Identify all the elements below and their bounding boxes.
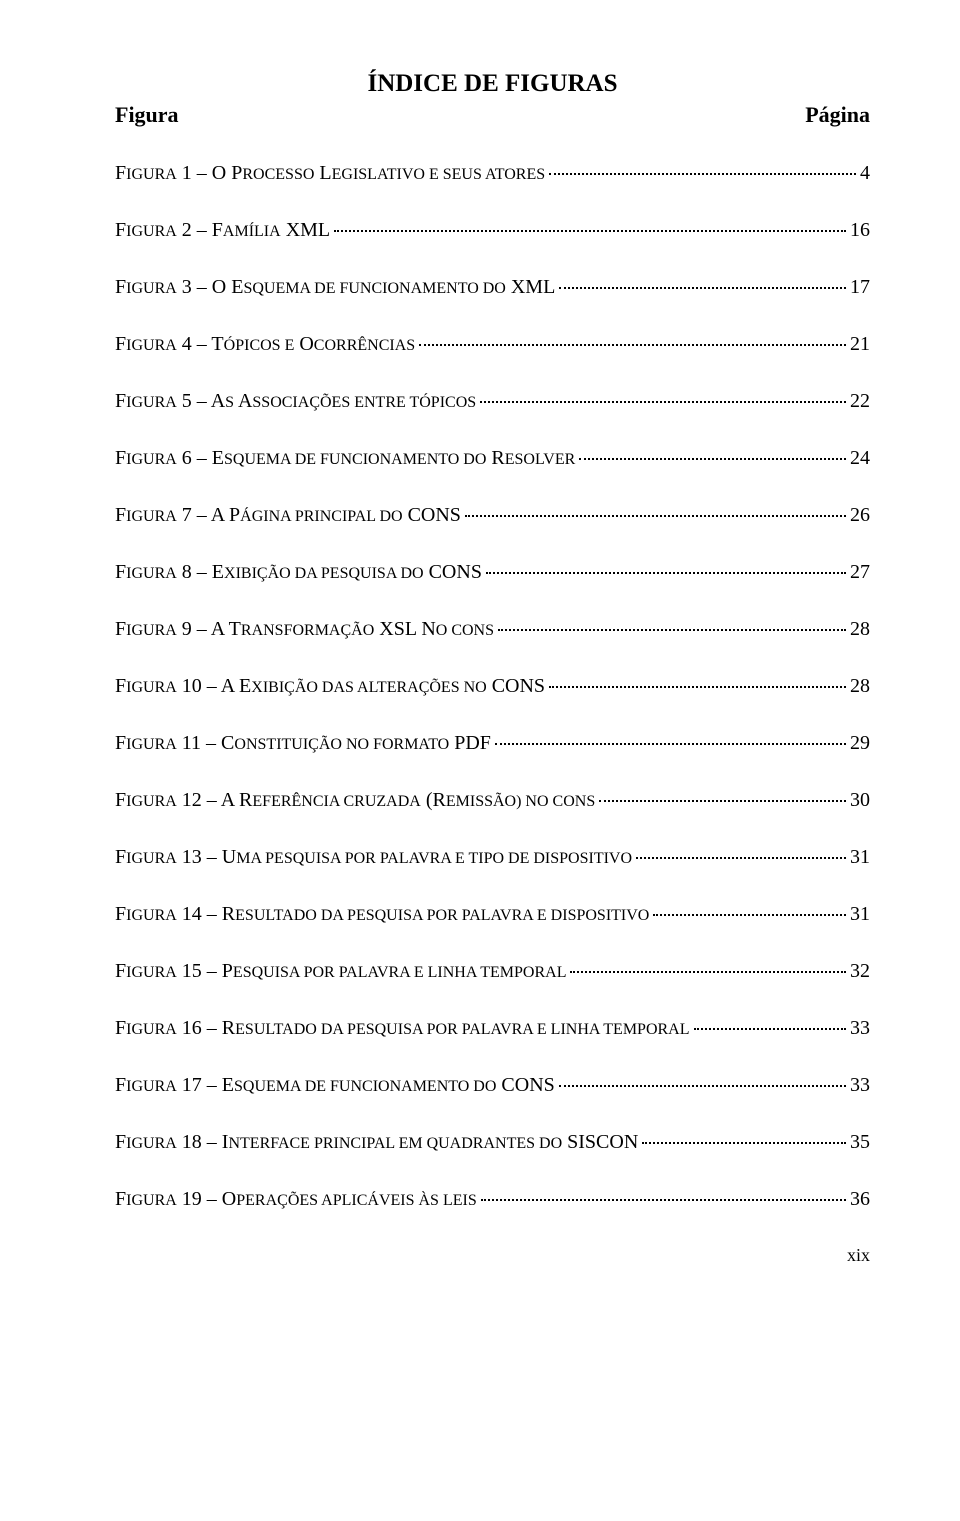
toc-leader	[694, 1028, 847, 1030]
toc-leader	[465, 515, 846, 517]
toc-leader	[334, 230, 846, 232]
toc-entry: FIGURA 13 – UMA PESQUISA POR PALAVRA E T…	[115, 846, 870, 869]
toc-leader	[653, 914, 846, 916]
toc-entry-label: FIGURA 6 – ESQUEMA DE FUNCIONAMENTO DO R…	[115, 447, 575, 470]
toc-entry: FIGURA 9 – A TRANSFORMAÇÃO XSL NO CONS 2…	[115, 618, 870, 641]
index-title: ÍNDICE DE FIGURAS	[115, 70, 870, 98]
toc-leader	[498, 629, 846, 631]
toc-entry-label: FIGURA 18 – INTERFACE PRINCIPAL EM QUADR…	[115, 1131, 638, 1154]
toc-entry: FIGURA 18 – INTERFACE PRINCIPAL EM QUADR…	[115, 1131, 870, 1154]
toc-entry: FIGURA 15 – PESQUISA POR PALAVRA E LINHA…	[115, 960, 870, 983]
toc-leader	[559, 287, 846, 289]
toc-entry-label: FIGURA 16 – RESULTADO DA PESQUISA POR PA…	[115, 1017, 690, 1040]
toc-entry-label: FIGURA 2 – FAMÍLIA XML	[115, 219, 330, 242]
toc-entry: FIGURA 2 – FAMÍLIA XML 16	[115, 219, 870, 242]
toc-leader	[549, 173, 856, 175]
toc-entry-label: FIGURA 10 – A EXIBIÇÃO DAS ALTERAÇÕES NO…	[115, 675, 545, 698]
toc-leader	[570, 971, 846, 973]
toc-leader	[642, 1142, 846, 1144]
toc-leader	[549, 686, 846, 688]
toc-entry-label: FIGURA 1 – O PROCESSO LEGISLATIVO E SEUS…	[115, 162, 545, 185]
toc-leader	[480, 401, 846, 403]
toc-list: FIGURA 1 – O PROCESSO LEGISLATIVO E SEUS…	[115, 162, 870, 1211]
index-header-row: Figura Página	[115, 102, 870, 128]
toc-leader	[636, 857, 846, 859]
page-number-footer: xix	[115, 1245, 870, 1266]
toc-leader	[579, 458, 846, 460]
toc-entry-label: FIGURA 5 – AS ASSOCIAÇÕES ENTRE TÓPICOS	[115, 390, 476, 413]
toc-entry-label: FIGURA 15 – PESQUISA POR PALAVRA E LINHA…	[115, 960, 566, 983]
toc-entry-page: 28	[850, 618, 870, 641]
toc-entry-page: 26	[850, 504, 870, 527]
toc-entry-page: 31	[850, 846, 870, 869]
toc-entry-page: 32	[850, 960, 870, 983]
toc-entry-label: FIGURA 4 – TÓPICOS E OCORRÊNCIAS	[115, 333, 415, 356]
toc-entry-label: FIGURA 14 – RESULTADO DA PESQUISA POR PA…	[115, 903, 649, 926]
toc-entry-label: FIGURA 9 – A TRANSFORMAÇÃO XSL NO CONS	[115, 618, 494, 641]
toc-entry-page: 21	[850, 333, 870, 356]
toc-entry-page: 22	[850, 390, 870, 413]
toc-leader	[495, 743, 846, 745]
toc-entry-label: FIGURA 3 – O ESQUEMA DE FUNCIONAMENTO DO…	[115, 276, 555, 299]
toc-entry: FIGURA 3 – O ESQUEMA DE FUNCIONAMENTO DO…	[115, 276, 870, 299]
toc-entry-page: 30	[850, 789, 870, 812]
toc-entry: FIGURA 8 – EXIBIÇÃO DA PESQUISA DO CONS …	[115, 561, 870, 584]
toc-entry-page: 4	[860, 162, 870, 185]
toc-leader	[559, 1085, 846, 1087]
toc-entry-label: FIGURA 8 – EXIBIÇÃO DA PESQUISA DO CONS	[115, 561, 482, 584]
toc-entry-label: FIGURA 13 – UMA PESQUISA POR PALAVRA E T…	[115, 846, 632, 869]
toc-entry-label: FIGURA 11 – CONSTITUIÇÃO NO FORMATO PDF	[115, 732, 491, 755]
toc-entry-page: 36	[850, 1188, 870, 1211]
toc-entry-label: FIGURA 17 – ESQUEMA DE FUNCIONAMENTO DO …	[115, 1074, 555, 1097]
toc-entry-page: 27	[850, 561, 870, 584]
toc-leader	[481, 1199, 846, 1201]
header-right: Página	[805, 102, 870, 128]
toc-leader	[419, 344, 846, 346]
toc-entry-label: FIGURA 12 – A REFERÊNCIA CRUZADA (REMISS…	[115, 789, 595, 812]
toc-entry-page: 35	[850, 1131, 870, 1154]
toc-entry: FIGURA 11 – CONSTITUIÇÃO NO FORMATO PDF …	[115, 732, 870, 755]
toc-entry: FIGURA 16 – RESULTADO DA PESQUISA POR PA…	[115, 1017, 870, 1040]
toc-entry-page: 33	[850, 1017, 870, 1040]
toc-entry-page: 28	[850, 675, 870, 698]
toc-entry-label: FIGURA 19 – OPERAÇÕES APLICÁVEIS ÀS LEIS	[115, 1188, 477, 1211]
header-left: Figura	[115, 102, 179, 128]
toc-entry-page: 33	[850, 1074, 870, 1097]
toc-entry-page: 17	[850, 276, 870, 299]
toc-entry: FIGURA 7 – A PÁGINA PRINCIPAL DO CONS 26	[115, 504, 870, 527]
toc-entry: FIGURA 1 – O PROCESSO LEGISLATIVO E SEUS…	[115, 162, 870, 185]
toc-entry: FIGURA 5 – AS ASSOCIAÇÕES ENTRE TÓPICOS …	[115, 390, 870, 413]
toc-entry-page: 29	[850, 732, 870, 755]
toc-entry: FIGURA 14 – RESULTADO DA PESQUISA POR PA…	[115, 903, 870, 926]
toc-entry: FIGURA 4 – TÓPICOS E OCORRÊNCIAS 21	[115, 333, 870, 356]
toc-entry: FIGURA 17 – ESQUEMA DE FUNCIONAMENTO DO …	[115, 1074, 870, 1097]
toc-entry: FIGURA 19 – OPERAÇÕES APLICÁVEIS ÀS LEIS…	[115, 1188, 870, 1211]
toc-entry: FIGURA 6 – ESQUEMA DE FUNCIONAMENTO DO R…	[115, 447, 870, 470]
toc-entry-label: FIGURA 7 – A PÁGINA PRINCIPAL DO CONS	[115, 504, 461, 527]
toc-leader	[486, 572, 846, 574]
toc-entry: FIGURA 12 – A REFERÊNCIA CRUZADA (REMISS…	[115, 789, 870, 812]
toc-entry-page: 16	[850, 219, 870, 242]
toc-leader	[599, 800, 846, 802]
toc-entry: FIGURA 10 – A EXIBIÇÃO DAS ALTERAÇÕES NO…	[115, 675, 870, 698]
toc-entry-page: 31	[850, 903, 870, 926]
toc-entry-page: 24	[850, 447, 870, 470]
